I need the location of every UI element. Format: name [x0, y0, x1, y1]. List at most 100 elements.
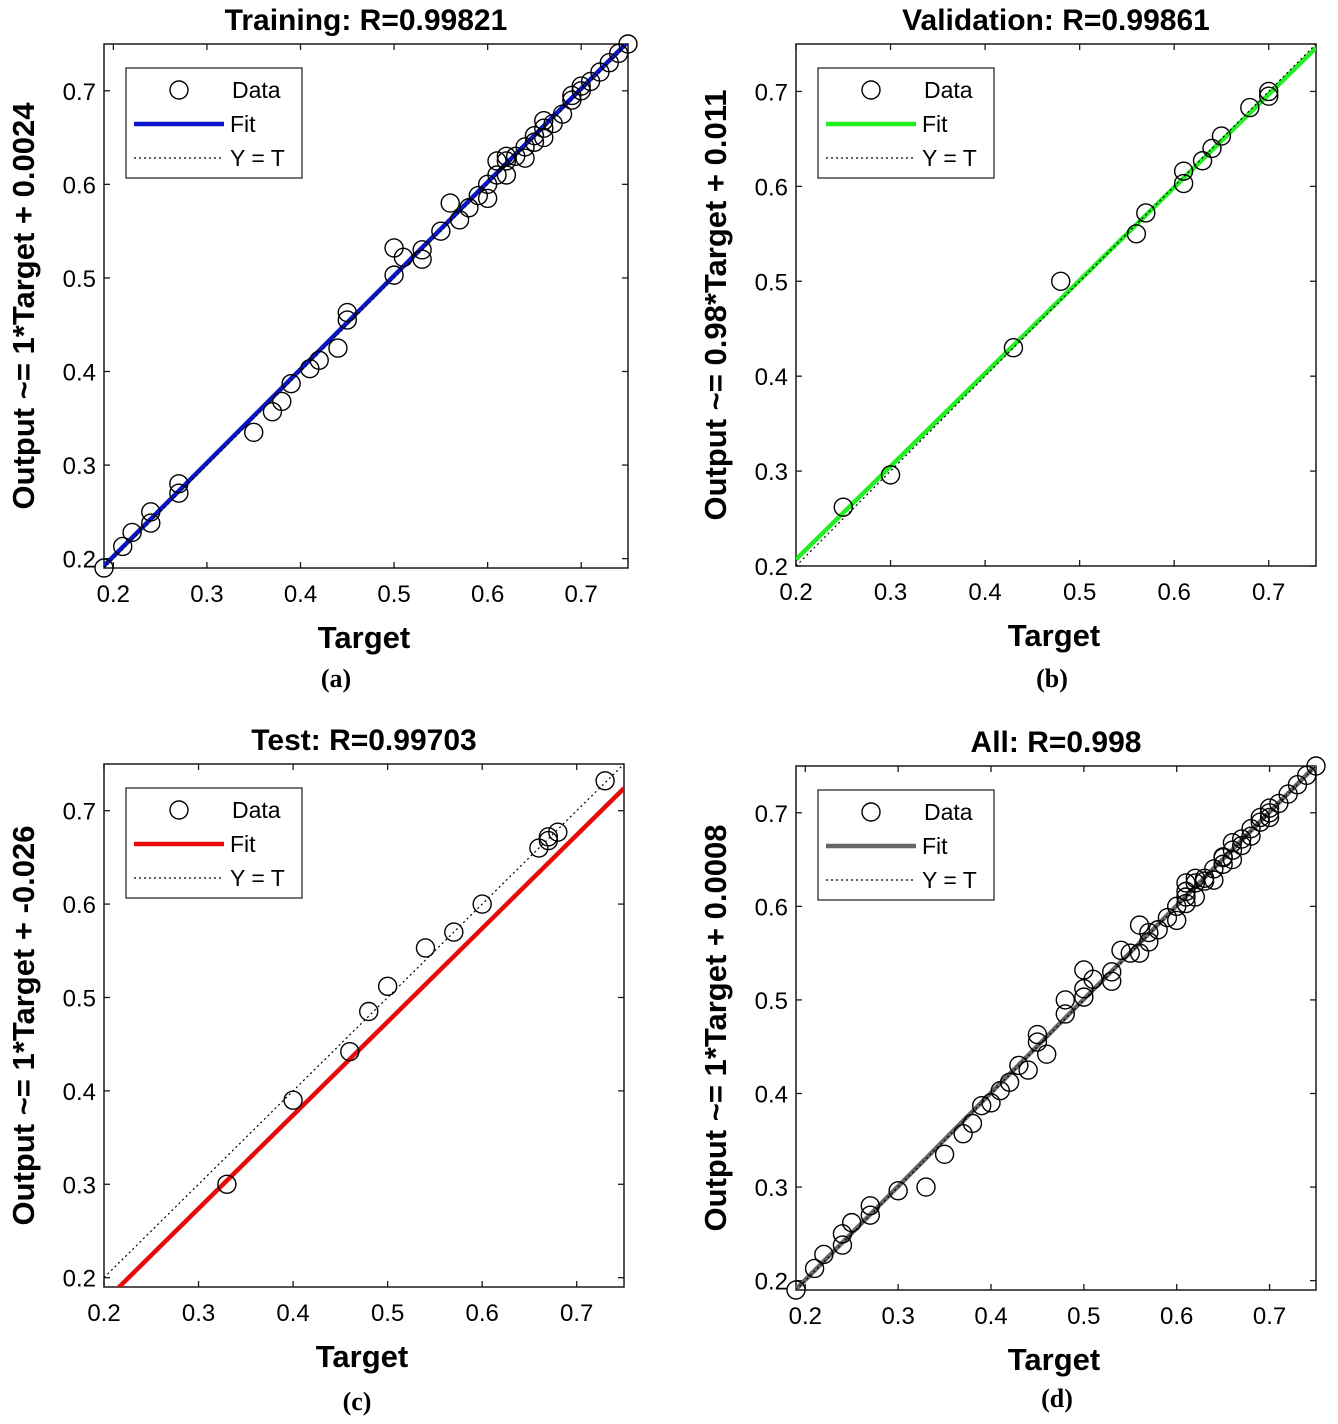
- chart-title: Validation: R=0.99861: [902, 4, 1210, 37]
- y-tick-label: 0.5: [755, 988, 788, 1015]
- data-point: [1185, 868, 1205, 888]
- x-tick-label: 0.3: [182, 1300, 215, 1327]
- data-point: [1051, 271, 1071, 291]
- x-tick-label: 0.7: [1253, 1303, 1286, 1330]
- data-point: [618, 34, 638, 54]
- data-point: [804, 1258, 825, 1279]
- legend-data-marker: [169, 80, 189, 100]
- data-point: [141, 513, 161, 533]
- x-tick-label: 0.6: [465, 1300, 498, 1327]
- data-point: [1211, 126, 1232, 146]
- data-point: [833, 497, 853, 517]
- data-point: [934, 1144, 955, 1165]
- data-point: [113, 536, 133, 557]
- y-tick-label: 0.3: [63, 1172, 96, 1199]
- y-tick-label: 0.6: [755, 894, 788, 921]
- data-point: [496, 165, 517, 185]
- y-axis-label: Output ~= 0.98*Target + 0.011: [698, 89, 733, 520]
- data-point: [487, 165, 507, 185]
- data-point: [1173, 173, 1194, 194]
- data-point: [415, 938, 436, 958]
- data-point: [888, 1181, 908, 1201]
- legend-data-label: Data: [924, 799, 973, 825]
- data-point: [842, 1212, 862, 1233]
- legend-fit-label: Fit: [230, 111, 256, 137]
- data-point: [1167, 910, 1187, 931]
- data-point: [359, 1001, 379, 1022]
- data-point: [1185, 887, 1205, 907]
- data-point: [1259, 81, 1279, 102]
- legend: Data Fit Y = T: [817, 789, 995, 901]
- data-point: [1102, 962, 1122, 982]
- x-tick-label: 0.3: [190, 581, 223, 608]
- data-point: [832, 1235, 853, 1255]
- legend-ref-label: Y = T: [230, 145, 285, 171]
- data-point: [534, 111, 554, 131]
- data-point: [1055, 990, 1075, 1010]
- data-point: [962, 1113, 983, 1134]
- chart-panel-b: 0.2 0.3 0.4 0.5 0.6 0.7 0.2 0.3 0.4 0.5 0.6 0.7 Data…: [698, 4, 1317, 693]
- data-point: [1213, 854, 1233, 874]
- y-axis-label: Output ~= 1*Target + -0.026: [6, 826, 41, 1226]
- x-tick-label: 0.7: [1252, 579, 1285, 606]
- chart-title: Training: R=0.99821: [225, 4, 508, 37]
- y-tick-label: 0.2: [755, 1269, 788, 1296]
- x-axis-label: Target: [1008, 1342, 1100, 1377]
- data-point: [94, 558, 114, 578]
- data-point: [340, 1041, 360, 1062]
- y-tick-label: 0.7: [755, 801, 788, 828]
- data-point: [412, 240, 432, 260]
- data-point: [440, 193, 460, 213]
- reference-line: [796, 766, 1316, 1290]
- data-point: [1139, 922, 1159, 943]
- data-point: [1259, 798, 1280, 818]
- data-point: [1148, 920, 1168, 940]
- data-point: [393, 247, 414, 268]
- y-tick-label: 0.4: [63, 1079, 96, 1106]
- fit-line: [115, 786, 624, 1287]
- data-point: [538, 827, 559, 847]
- legend-fit-label: Fit: [922, 833, 948, 859]
- legend-data-marker: [169, 800, 189, 820]
- data-point: [1120, 943, 1140, 963]
- x-axis-label: Target: [316, 1339, 408, 1374]
- data-point: [328, 338, 348, 358]
- data-point: [880, 465, 901, 485]
- data-point: [459, 198, 479, 218]
- plot-series: [104, 764, 624, 1287]
- x-tick-label: 0.5: [371, 1300, 404, 1327]
- legend: Data Fit Y = T: [817, 67, 995, 179]
- data-point: [487, 151, 507, 171]
- data-point: [1009, 1055, 1029, 1076]
- x-tick-label: 0.4: [968, 579, 1001, 606]
- x-tick-label: 0.6: [1157, 579, 1190, 606]
- data-point: [1139, 932, 1159, 952]
- data-point: [217, 1174, 237, 1194]
- data-point: [972, 1095, 992, 1116]
- x-tick-label: 0.5: [377, 581, 410, 608]
- data-point: [412, 249, 432, 269]
- data-point: [1083, 969, 1103, 990]
- data-point: [377, 976, 398, 996]
- data-point: [595, 771, 615, 791]
- data-point: [552, 104, 573, 124]
- data-point: [1027, 1032, 1048, 1052]
- y-tick-label: 0.4: [63, 360, 96, 387]
- data-point: [122, 522, 142, 543]
- y-tick-label: 0.5: [63, 266, 96, 293]
- data-point: [1240, 97, 1260, 118]
- reference-line: [104, 44, 628, 568]
- data-point: [1259, 807, 1280, 828]
- y-tick-label: 0.7: [63, 79, 96, 106]
- x-tick-label: 0.3: [874, 579, 907, 606]
- x-tick-label: 0.6: [1160, 1303, 1193, 1330]
- data-point: [337, 302, 357, 323]
- data-point: [1222, 849, 1243, 870]
- data-point: [981, 1093, 1001, 1113]
- y-tick-label: 0.2: [63, 547, 96, 574]
- x-tick-label: 0.4: [974, 1303, 1007, 1330]
- data-point: [496, 151, 517, 171]
- data-point: [1018, 1060, 1038, 1080]
- y-axis-label: Output ~= 1*Target + 0.0008: [698, 825, 733, 1232]
